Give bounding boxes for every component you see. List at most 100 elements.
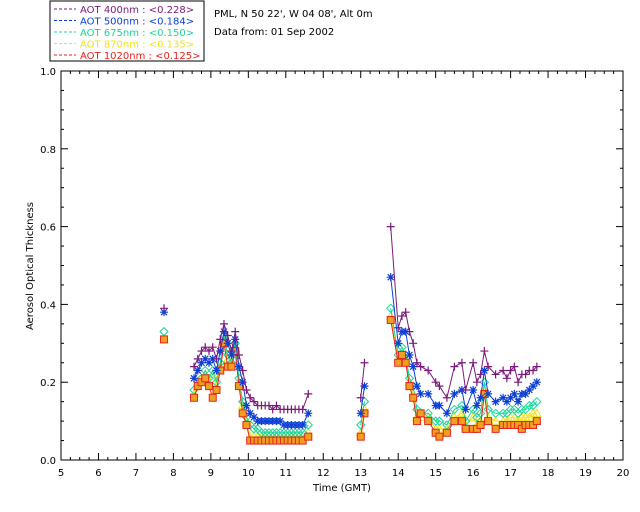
data-point: [506, 366, 515, 375]
data-point: [272, 401, 281, 410]
data-point: [532, 417, 541, 426]
data-point: [212, 385, 221, 394]
data-point: [449, 404, 460, 415]
y-tick-label: 0.8: [40, 145, 56, 156]
data-point: [532, 396, 542, 407]
data-point: [405, 350, 414, 359]
x-tick-label: 14: [392, 468, 405, 479]
legend: AOT 400nm : <0.228>AOT 500nm : <0.184>AO…: [49, 0, 205, 62]
data-point: [223, 339, 232, 348]
data-point: [201, 354, 210, 363]
data-point: [356, 393, 365, 402]
x-tick-label: 6: [95, 468, 101, 479]
data-point: [231, 335, 240, 344]
legend-entry: AOT 870nm : <0.135>: [80, 40, 194, 51]
y-tick-label: 0.2: [40, 378, 56, 389]
data-point: [461, 385, 470, 394]
data-point: [484, 417, 493, 426]
data-point: [529, 382, 538, 391]
data-point: [475, 408, 486, 419]
data-point: [517, 404, 527, 415]
x-tick-label: 20: [617, 468, 630, 479]
data-point: [472, 378, 481, 387]
data-point: [193, 354, 202, 363]
data-point: [264, 401, 273, 410]
data-point: [208, 393, 217, 402]
data-point: [304, 389, 313, 398]
data-point: [525, 385, 534, 394]
data-point: [450, 417, 459, 426]
data-point: [424, 366, 433, 375]
data-point: [416, 389, 425, 398]
data-point: [510, 362, 519, 371]
x-tick-label: 9: [208, 468, 214, 479]
data-point: [360, 382, 369, 391]
data-point: [298, 405, 307, 414]
data-point: [409, 339, 418, 348]
data-point: [491, 424, 500, 433]
data-point: [197, 347, 206, 356]
data-point: [234, 350, 243, 359]
data-point: [531, 408, 542, 417]
data-point: [401, 358, 410, 367]
x-tick-label: 5: [58, 468, 64, 479]
data-point: [405, 327, 414, 336]
data-point: [231, 327, 240, 336]
data-point: [385, 303, 396, 313]
y-tick-label: 0.6: [40, 223, 56, 234]
data-point: [442, 428, 451, 437]
data-point: [491, 370, 500, 379]
y-tick-label: 0.0: [40, 456, 56, 467]
data-point: [514, 378, 523, 387]
data-point: [529, 366, 538, 375]
data-point: [409, 362, 418, 371]
data-point: [160, 335, 169, 344]
data-point: [204, 347, 213, 356]
data-point: [304, 409, 313, 418]
data-point: [242, 401, 251, 410]
data-point: [386, 315, 395, 324]
data-point: [298, 420, 307, 429]
data-point: [510, 389, 519, 398]
data-point: [190, 393, 199, 402]
data-point: [242, 385, 251, 394]
data-point: [521, 389, 530, 398]
data-point: [412, 382, 421, 391]
data-point: [397, 312, 406, 321]
data-point: [469, 385, 478, 394]
data-point: [491, 397, 500, 406]
data-point: [409, 393, 418, 402]
legend-entry: AOT 500nm : <0.184>: [80, 17, 194, 28]
data-point: [502, 374, 511, 383]
data-point: [461, 405, 470, 414]
data-point: [499, 366, 508, 375]
data-point: [435, 401, 444, 410]
data-point: [394, 358, 403, 367]
data-point: [394, 339, 403, 348]
data-point: [360, 358, 369, 367]
data-point: [386, 222, 395, 231]
data-point: [401, 308, 410, 317]
data-point: [424, 417, 433, 426]
data-point: [435, 382, 444, 391]
data-point: [434, 416, 445, 426]
y-tick-label: 0.4: [40, 300, 56, 311]
chart-title-line-1: PML, N 50 22', W 04 08', Alt 0m: [214, 9, 373, 20]
data-point: [450, 389, 459, 398]
data-point: [416, 362, 425, 371]
data-point: [190, 362, 199, 371]
series-line: [360, 362, 365, 398]
legend-entry: AOT 675nm : <0.150>: [80, 28, 194, 39]
data-point: [238, 378, 247, 387]
data-point: [431, 378, 440, 387]
data-point: [435, 432, 444, 441]
y-tick-label: 1.0: [40, 67, 56, 78]
data-point: [212, 366, 221, 375]
data-point: [480, 347, 489, 356]
data-point: [412, 417, 421, 426]
series-line: [360, 386, 365, 414]
x-tick-label: 7: [133, 468, 139, 479]
data-point: [397, 350, 406, 359]
